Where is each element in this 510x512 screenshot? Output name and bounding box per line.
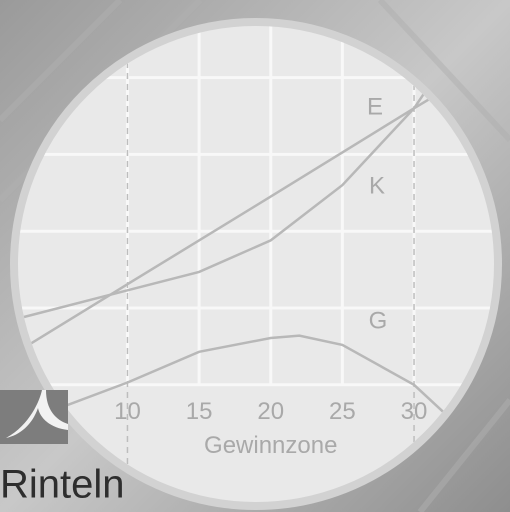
brand: Rinteln xyxy=(0,463,125,507)
x-tick-label: 30 xyxy=(401,398,428,425)
series-line xyxy=(59,334,458,426)
x-tick-label: 25 xyxy=(329,398,356,425)
x-axis-label: Gewinnzone xyxy=(204,432,337,459)
x-tick-label: 10 xyxy=(114,398,141,425)
series-line xyxy=(19,93,438,352)
series-label: G xyxy=(369,307,388,334)
x-tick-label: 15 xyxy=(186,398,213,425)
plot: 10 15 20 25 30 Gewinnzone E K G xyxy=(19,40,458,465)
series-label: K xyxy=(369,172,385,199)
logo xyxy=(0,390,68,444)
series-label: E xyxy=(367,93,383,120)
x-tick-label: 20 xyxy=(257,398,284,425)
series-line xyxy=(19,79,434,320)
